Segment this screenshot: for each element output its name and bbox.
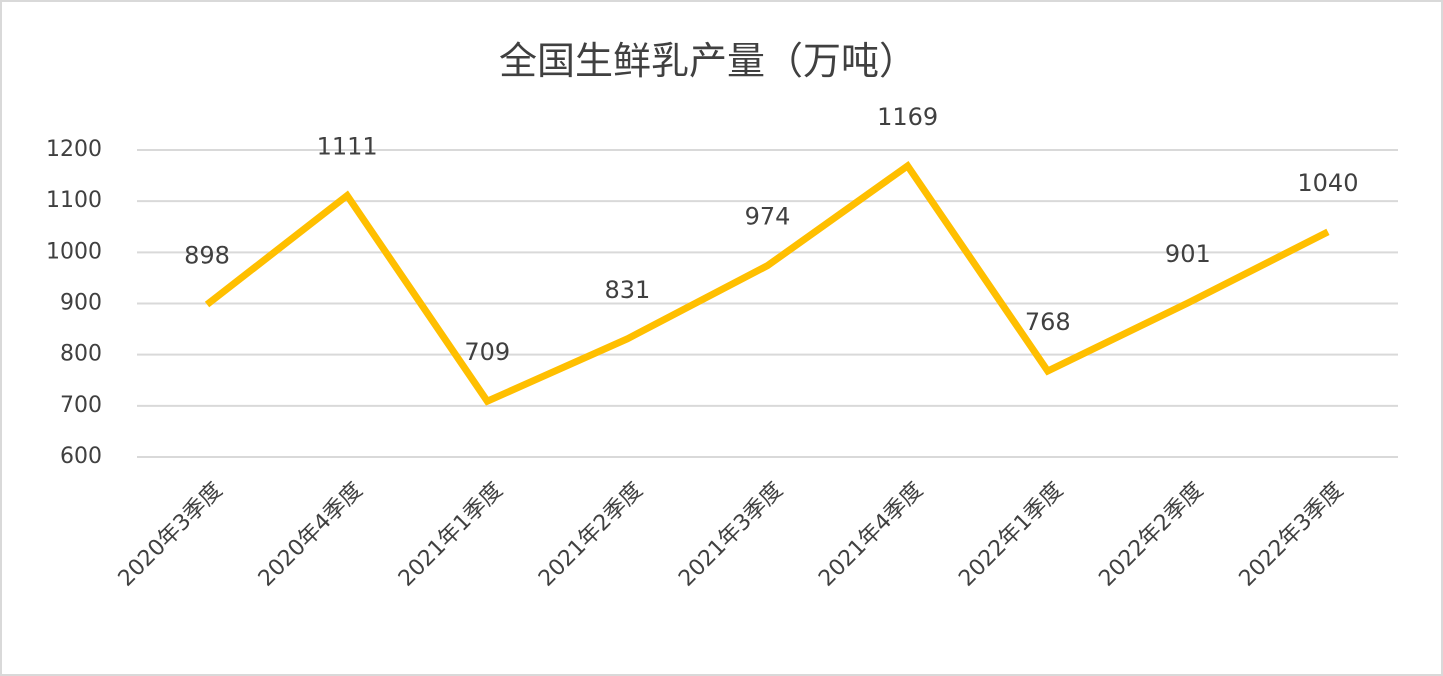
data-label: 974 <box>745 203 791 231</box>
y-tick-label: 1200 <box>46 137 102 162</box>
y-tick-label: 1100 <box>46 188 102 213</box>
data-label: 709 <box>464 338 510 366</box>
data-label: 901 <box>1165 240 1211 268</box>
y-tick-label: 700 <box>60 393 102 418</box>
chart-title: 全国生鲜乳产量（万吨） <box>499 39 917 83</box>
y-tick-label: 800 <box>60 342 102 367</box>
y-tick-label: 600 <box>60 444 102 469</box>
y-tick-label: 900 <box>60 291 102 316</box>
data-label: 898 <box>184 242 230 270</box>
data-label: 1111 <box>317 133 378 161</box>
data-label: 831 <box>604 276 650 304</box>
line <box>204 160 1330 406</box>
data-label: 1169 <box>877 103 938 131</box>
data-label: 1040 <box>1297 169 1358 197</box>
data-label: 768 <box>1025 308 1071 336</box>
y-tick-label: 1000 <box>46 239 102 264</box>
